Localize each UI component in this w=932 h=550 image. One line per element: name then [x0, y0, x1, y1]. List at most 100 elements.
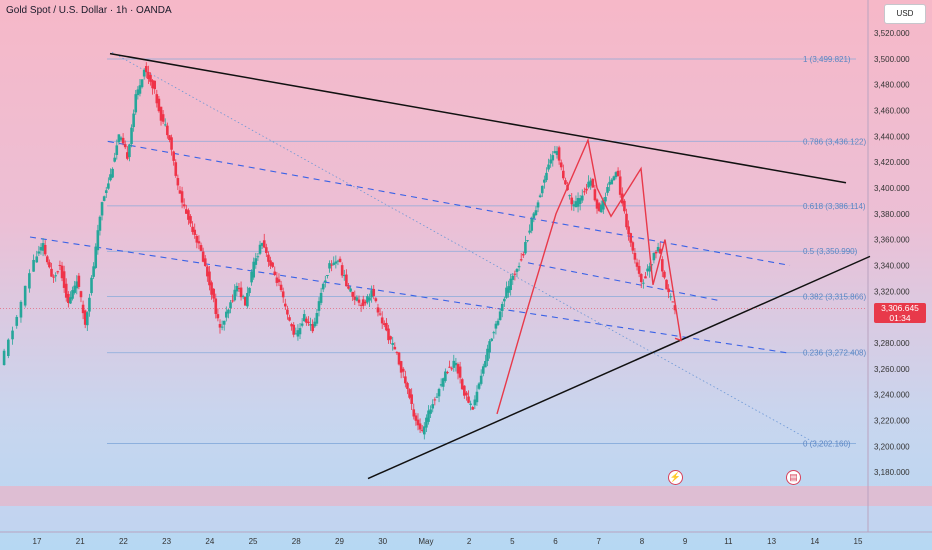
candle-body: [48, 262, 51, 268]
candle-body: [157, 98, 161, 112]
candle-body: [644, 276, 647, 279]
candle-body: [515, 269, 519, 272]
candle-body: [519, 259, 523, 261]
candle-body: [368, 297, 371, 301]
x-tick-label: 22: [119, 537, 128, 546]
candle-body: [425, 417, 428, 428]
candle-body: [372, 288, 376, 296]
candle-body: [401, 368, 405, 372]
candle-body: [488, 341, 491, 353]
x-tick-label: 15: [854, 537, 863, 546]
x-tick-label: 14: [810, 537, 819, 546]
x-tick-label: 21: [76, 537, 85, 546]
candle-body: [574, 201, 578, 208]
y-tick-label: 3,180.000: [874, 468, 910, 477]
lightning-icon[interactable]: ⚡: [668, 470, 683, 485]
candle-body: [418, 423, 422, 430]
fib-level-label: 0.236 (3,272.408): [803, 349, 866, 358]
candle-body: [469, 403, 472, 405]
candle-body: [513, 273, 517, 275]
y-tick-label: 3,260.000: [874, 365, 910, 374]
candle-body: [345, 274, 348, 287]
candle-body: [235, 285, 239, 292]
candle-body: [119, 137, 123, 140]
candle-body: [140, 79, 144, 88]
x-tick-label: May: [418, 537, 433, 546]
candle-body: [441, 378, 445, 387]
candle-body: [669, 296, 673, 298]
candle-body: [225, 311, 228, 318]
candle-body: [128, 144, 131, 158]
candle-body: [210, 282, 213, 295]
candle-body: [511, 275, 515, 280]
candle-body: [104, 190, 108, 193]
candle-body: [475, 391, 479, 403]
x-tick-label: 6: [553, 537, 558, 546]
candle-body: [218, 324, 222, 328]
x-tick-label: 8: [640, 537, 645, 546]
candle-body: [648, 266, 651, 272]
candle-body: [109, 174, 112, 181]
candle-body: [279, 284, 283, 291]
candle-body: [111, 168, 114, 178]
candle-body: [503, 298, 506, 302]
candle-body: [656, 246, 660, 252]
candle-body: [431, 404, 435, 409]
y-tick-label: 3,280.000: [874, 339, 910, 348]
y-tick-label: 3,400.000: [874, 184, 910, 193]
candle-body: [429, 409, 432, 414]
x-tick-label: 25: [249, 537, 258, 546]
candle-body: [639, 274, 643, 283]
candle-body: [311, 324, 314, 332]
candle-body: [250, 271, 253, 283]
candle-body: [427, 410, 430, 422]
x-tick-label: 7: [597, 537, 602, 546]
candle-body: [545, 172, 548, 181]
candle-body: [408, 389, 411, 398]
candle-body: [393, 346, 397, 350]
candle-body: [498, 311, 502, 321]
candle-body: [191, 226, 194, 233]
candle-body: [326, 274, 329, 276]
candle-body: [366, 296, 369, 303]
candle-body: [332, 262, 336, 265]
candle-body: [382, 323, 386, 325]
x-tick-label: 30: [378, 537, 387, 546]
x-tick-label: 11: [724, 537, 733, 546]
candle-body: [298, 328, 302, 335]
candle-body: [521, 254, 525, 256]
candle-body: [435, 396, 439, 398]
candle-body: [414, 415, 418, 421]
candle-body: [134, 94, 138, 113]
us-flag-icon[interactable]: ▤: [786, 470, 801, 485]
candle-body: [448, 366, 451, 368]
candle-body: [349, 288, 352, 292]
candle-body: [45, 256, 49, 263]
candle-body: [184, 209, 188, 214]
candle-body: [606, 187, 609, 193]
candle-body: [313, 321, 317, 327]
candle-body: [163, 124, 167, 126]
candle-body: [246, 292, 249, 307]
candle-body: [395, 352, 399, 354]
candle-body: [159, 106, 163, 121]
candle-body: [389, 336, 392, 340]
candle-body: [300, 323, 304, 326]
candle-body: [56, 271, 60, 273]
candle-body: [555, 151, 559, 155]
candle-body: [113, 157, 116, 162]
candle-body: [69, 297, 72, 304]
descending-trendline: [109, 52, 847, 184]
candle-body: [11, 330, 14, 340]
candle-body: [231, 300, 234, 302]
y-tick-label: 3,440.000: [874, 132, 910, 141]
candle-body: [130, 127, 133, 145]
candle-body: [241, 296, 245, 298]
candle-body: [517, 265, 521, 268]
candle-body: [178, 190, 182, 194]
candle-body: [654, 251, 658, 254]
x-tick-label: 28: [292, 537, 301, 546]
currency-button[interactable]: USD: [884, 4, 926, 24]
